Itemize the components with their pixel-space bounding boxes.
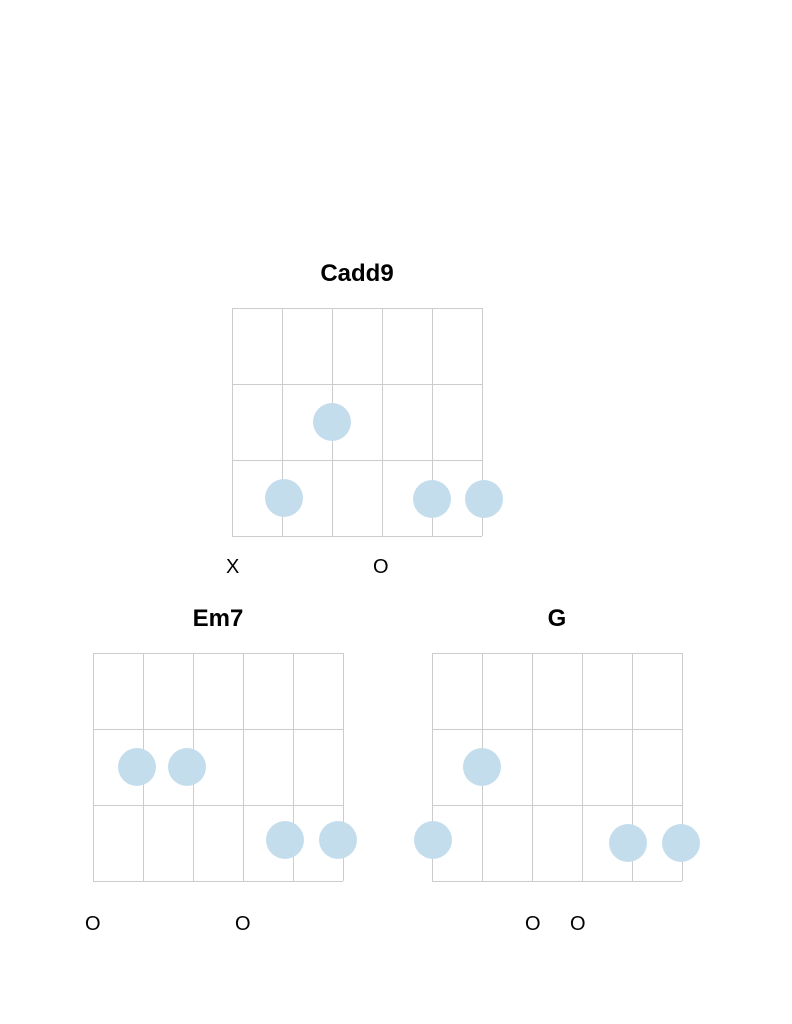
string-marker: O [373,556,389,579]
grid-fret-line [232,536,482,537]
chord-diagram: GOO [432,617,682,881]
grid-fret-line [93,729,343,730]
chord-title: G [432,605,682,633]
chord-diagram: Cadd9XO [232,272,482,536]
grid-fret-line [432,881,682,882]
grid-string-line [232,308,233,536]
finger-dot [463,748,501,786]
finger-dot [313,403,351,441]
string-marker: O [570,913,586,936]
finger-dot [319,821,357,859]
fretboard-grid: OO [93,653,343,881]
chord-title: Cadd9 [232,260,482,288]
grid-fret-line [432,653,682,654]
string-marker: O [85,913,101,936]
grid-fret-line [432,729,682,730]
grid-string-line [582,653,583,881]
grid-fret-line [232,460,482,461]
finger-dot [265,479,303,517]
finger-dot [465,480,503,518]
finger-dot [609,824,647,862]
grid-string-line [382,308,383,536]
finger-dot [414,821,452,859]
finger-dot [413,480,451,518]
chord-diagram: Em7OO [93,617,343,881]
fretboard-grid: OO [432,653,682,881]
chord-title: Em7 [93,605,343,633]
finger-dot [118,748,156,786]
finger-dot [168,748,206,786]
string-marker: O [235,913,251,936]
grid-fret-line [232,308,482,309]
grid-fret-line [93,653,343,654]
grid-string-line [532,653,533,881]
string-marker: X [226,556,239,579]
finger-dot [266,821,304,859]
string-marker: O [525,913,541,936]
finger-dot [662,824,700,862]
fretboard-grid: XO [232,308,482,536]
grid-string-line [93,653,94,881]
grid-fret-line [232,384,482,385]
grid-fret-line [93,805,343,806]
grid-fret-line [93,881,343,882]
grid-string-line [243,653,244,881]
grid-fret-line [432,805,682,806]
